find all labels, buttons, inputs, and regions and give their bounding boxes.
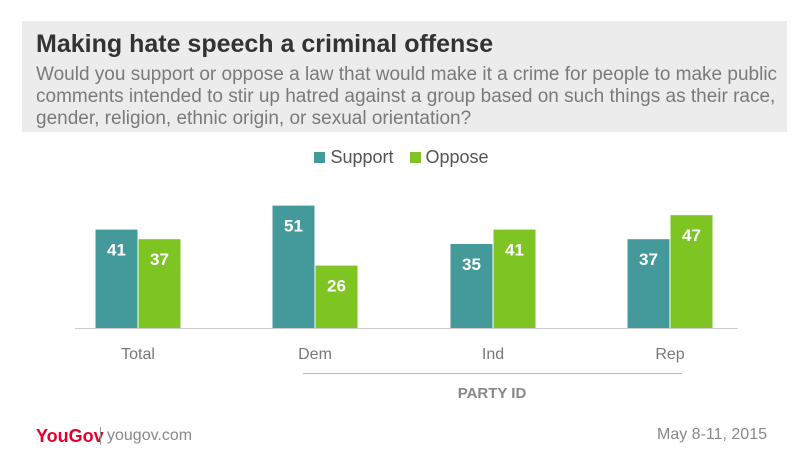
x-tick-label-rep: Rep bbox=[655, 346, 684, 363]
footer-url[interactable]: yougov.com bbox=[107, 427, 193, 444]
bar-oppose-dem bbox=[315, 265, 358, 328]
yougov-logo: YouGov bbox=[36, 426, 104, 446]
footer-divider bbox=[100, 427, 101, 445]
legend-swatch-support bbox=[314, 152, 326, 163]
data-label-oppose-dem: 26 bbox=[327, 277, 346, 296]
legend-label-oppose: Oppose bbox=[425, 147, 489, 167]
data-label-oppose-ind: 41 bbox=[505, 241, 524, 260]
legend-swatch-oppose bbox=[409, 152, 421, 163]
bar-support-ind bbox=[450, 244, 493, 328]
chart-title: Making hate speech a criminal offense bbox=[36, 30, 494, 58]
footer-date: May 8-11, 2015 bbox=[657, 426, 767, 443]
bar-oppose-ind bbox=[493, 229, 536, 328]
legend-item-support: Support bbox=[314, 147, 394, 168]
bar-support-total bbox=[95, 229, 138, 328]
party-id-label: PARTY ID bbox=[458, 385, 527, 402]
bar-oppose-total bbox=[138, 239, 181, 328]
bar-support-dem bbox=[272, 205, 315, 328]
data-label-support-dem: 51 bbox=[284, 217, 303, 236]
data-label-support-rep: 37 bbox=[639, 250, 658, 269]
bar-support-rep bbox=[627, 239, 670, 328]
legend-label-support: Support bbox=[330, 147, 394, 167]
data-label-support-total: 41 bbox=[107, 241, 126, 260]
bar-oppose-rep bbox=[670, 215, 713, 328]
data-label-support-ind: 35 bbox=[462, 255, 481, 274]
x-tick-label-total: Total bbox=[121, 346, 155, 363]
x-tick-label-ind: Ind bbox=[482, 346, 504, 363]
x-tick-label-dem: Dem bbox=[298, 346, 332, 363]
chart-subtitle: Would you support or oppose a law that w… bbox=[36, 64, 778, 129]
data-label-oppose-rep: 47 bbox=[682, 226, 701, 245]
data-label-oppose-total: 37 bbox=[150, 250, 169, 269]
legend-item-oppose: Oppose bbox=[409, 147, 489, 168]
header-panel bbox=[22, 21, 787, 132]
legend: Support Oppose bbox=[0, 147, 803, 168]
